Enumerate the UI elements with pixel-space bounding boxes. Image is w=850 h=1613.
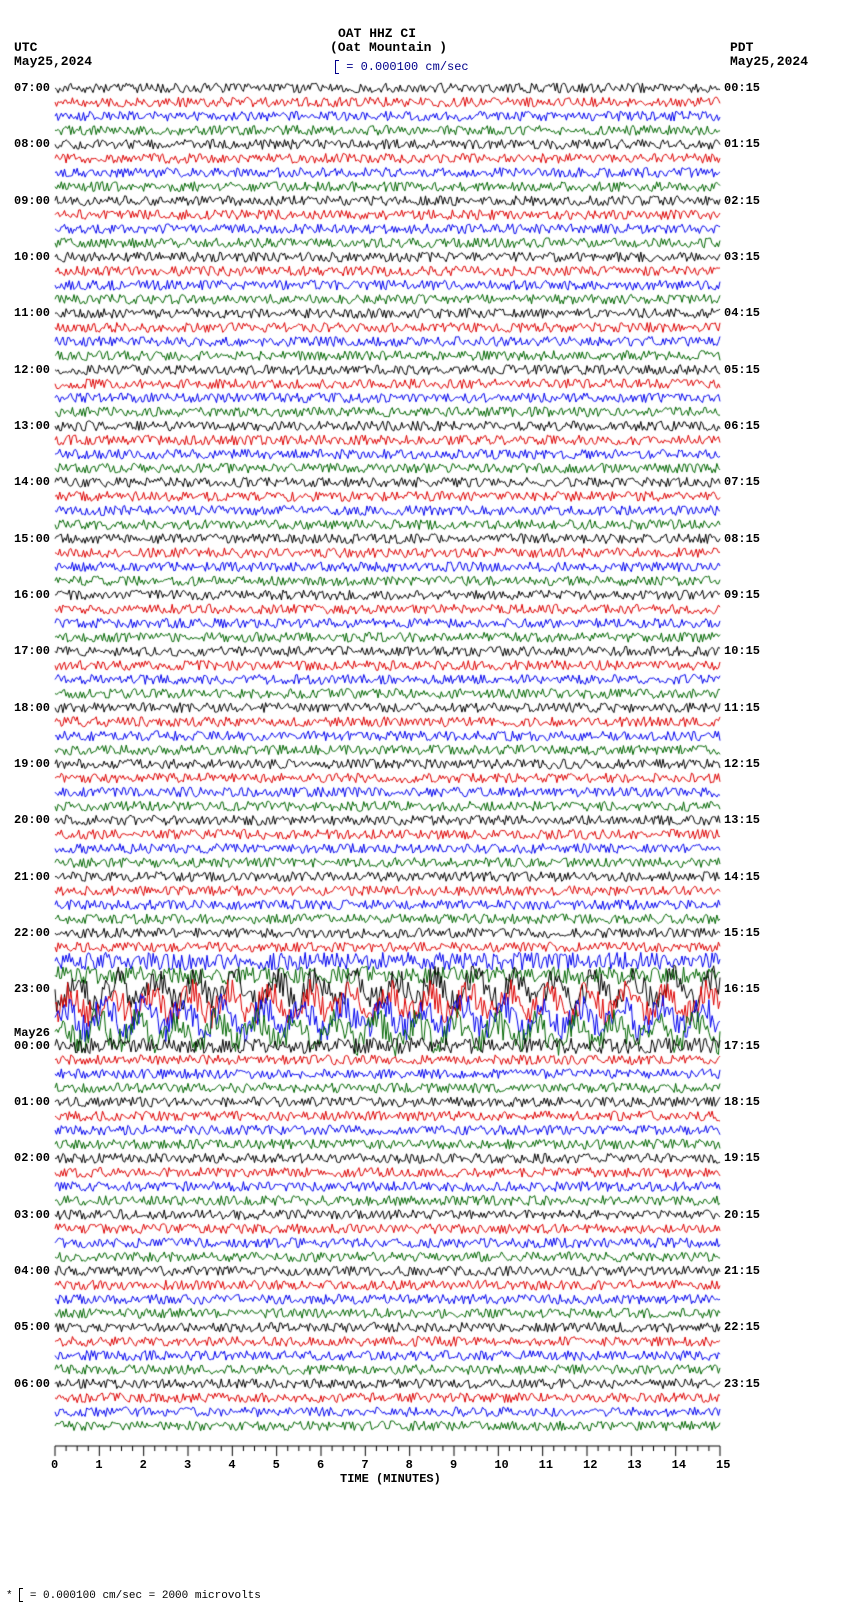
left-time-label: 14:00: [14, 475, 50, 489]
left-time-label: 16:00: [14, 588, 50, 602]
left-time-label: 02:00: [14, 1151, 50, 1165]
x-tick-label: 4: [228, 1458, 235, 1472]
right-time-label: 04:15: [724, 306, 760, 320]
footer-text: = 0.000100 cm/sec = 2000 microvolts: [30, 1590, 261, 1602]
right-time-label: 21:15: [724, 1264, 760, 1278]
left-time-label: 21:00: [14, 870, 50, 884]
left-time-label: 04:00: [14, 1264, 50, 1278]
right-time-label: 13:15: [724, 813, 760, 827]
x-tick-label: 2: [140, 1458, 147, 1472]
footer-scale: * = 0.000100 cm/sec = 2000 microvolts: [6, 1588, 261, 1602]
left-time-label: 23:00: [14, 982, 50, 996]
left-time-label: 00:00: [14, 1039, 50, 1053]
right-time-label: 17:15: [724, 1039, 760, 1053]
x-tick-label: 5: [273, 1458, 280, 1472]
right-time-label: 08:15: [724, 532, 760, 546]
footer-prefix: *: [6, 1590, 13, 1602]
x-tick-label: 15: [716, 1458, 730, 1472]
right-time-label: 02:15: [724, 194, 760, 208]
x-tick-label: 13: [627, 1458, 641, 1472]
right-time-label: 20:15: [724, 1208, 760, 1222]
right-time-label: 15:15: [724, 926, 760, 940]
left-time-label: 17:00: [14, 644, 50, 658]
right-time-label: 01:15: [724, 137, 760, 151]
right-time-label: 07:15: [724, 475, 760, 489]
left-time-label: 09:00: [14, 194, 50, 208]
helicorder-plot: [0, 0, 850, 1613]
x-tick-label: 10: [494, 1458, 508, 1472]
right-time-label: 00:15: [724, 81, 760, 95]
x-axis-label: TIME (MINUTES): [340, 1472, 441, 1486]
right-time-label: 06:15: [724, 419, 760, 433]
left-time-label: 07:00: [14, 81, 50, 95]
left-time-label: 20:00: [14, 813, 50, 827]
x-tick-label: 6: [317, 1458, 324, 1472]
left-time-label: 12:00: [14, 363, 50, 377]
left-time-label: 19:00: [14, 757, 50, 771]
right-time-label: 14:15: [724, 870, 760, 884]
right-time-label: 16:15: [724, 982, 760, 996]
left-time-label: 22:00: [14, 926, 50, 940]
left-time-label: 05:00: [14, 1320, 50, 1334]
right-time-label: 11:15: [724, 701, 760, 715]
right-time-label: 19:15: [724, 1151, 760, 1165]
left-time-label: 11:00: [14, 306, 50, 320]
left-time-label: 08:00: [14, 137, 50, 151]
x-tick-label: 7: [361, 1458, 368, 1472]
right-time-label: 18:15: [724, 1095, 760, 1109]
right-time-label: 23:15: [724, 1377, 760, 1391]
x-tick-label: 9: [450, 1458, 457, 1472]
x-tick-label: 8: [406, 1458, 413, 1472]
right-time-label: 22:15: [724, 1320, 760, 1334]
right-time-label: 05:15: [724, 363, 760, 377]
left-time-label: 01:00: [14, 1095, 50, 1109]
x-tick-label: 1: [95, 1458, 102, 1472]
right-time-label: 10:15: [724, 644, 760, 658]
right-time-label: 09:15: [724, 588, 760, 602]
right-time-label: 03:15: [724, 250, 760, 264]
helicorder-container: OAT HHZ CI (Oat Mountain ) UTC May25,202…: [0, 0, 850, 1613]
x-tick-label: 11: [539, 1458, 553, 1472]
left-time-label: 13:00: [14, 419, 50, 433]
left-date-marker: May26: [14, 1026, 50, 1040]
left-time-label: 18:00: [14, 701, 50, 715]
right-time-label: 12:15: [724, 757, 760, 771]
x-tick-label: 14: [672, 1458, 686, 1472]
x-tick-label: 12: [583, 1458, 597, 1472]
x-tick-label: 0: [51, 1458, 58, 1472]
x-tick-label: 3: [184, 1458, 191, 1472]
left-time-label: 15:00: [14, 532, 50, 546]
left-time-label: 03:00: [14, 1208, 50, 1222]
left-time-label: 10:00: [14, 250, 50, 264]
left-time-label: 06:00: [14, 1377, 50, 1391]
